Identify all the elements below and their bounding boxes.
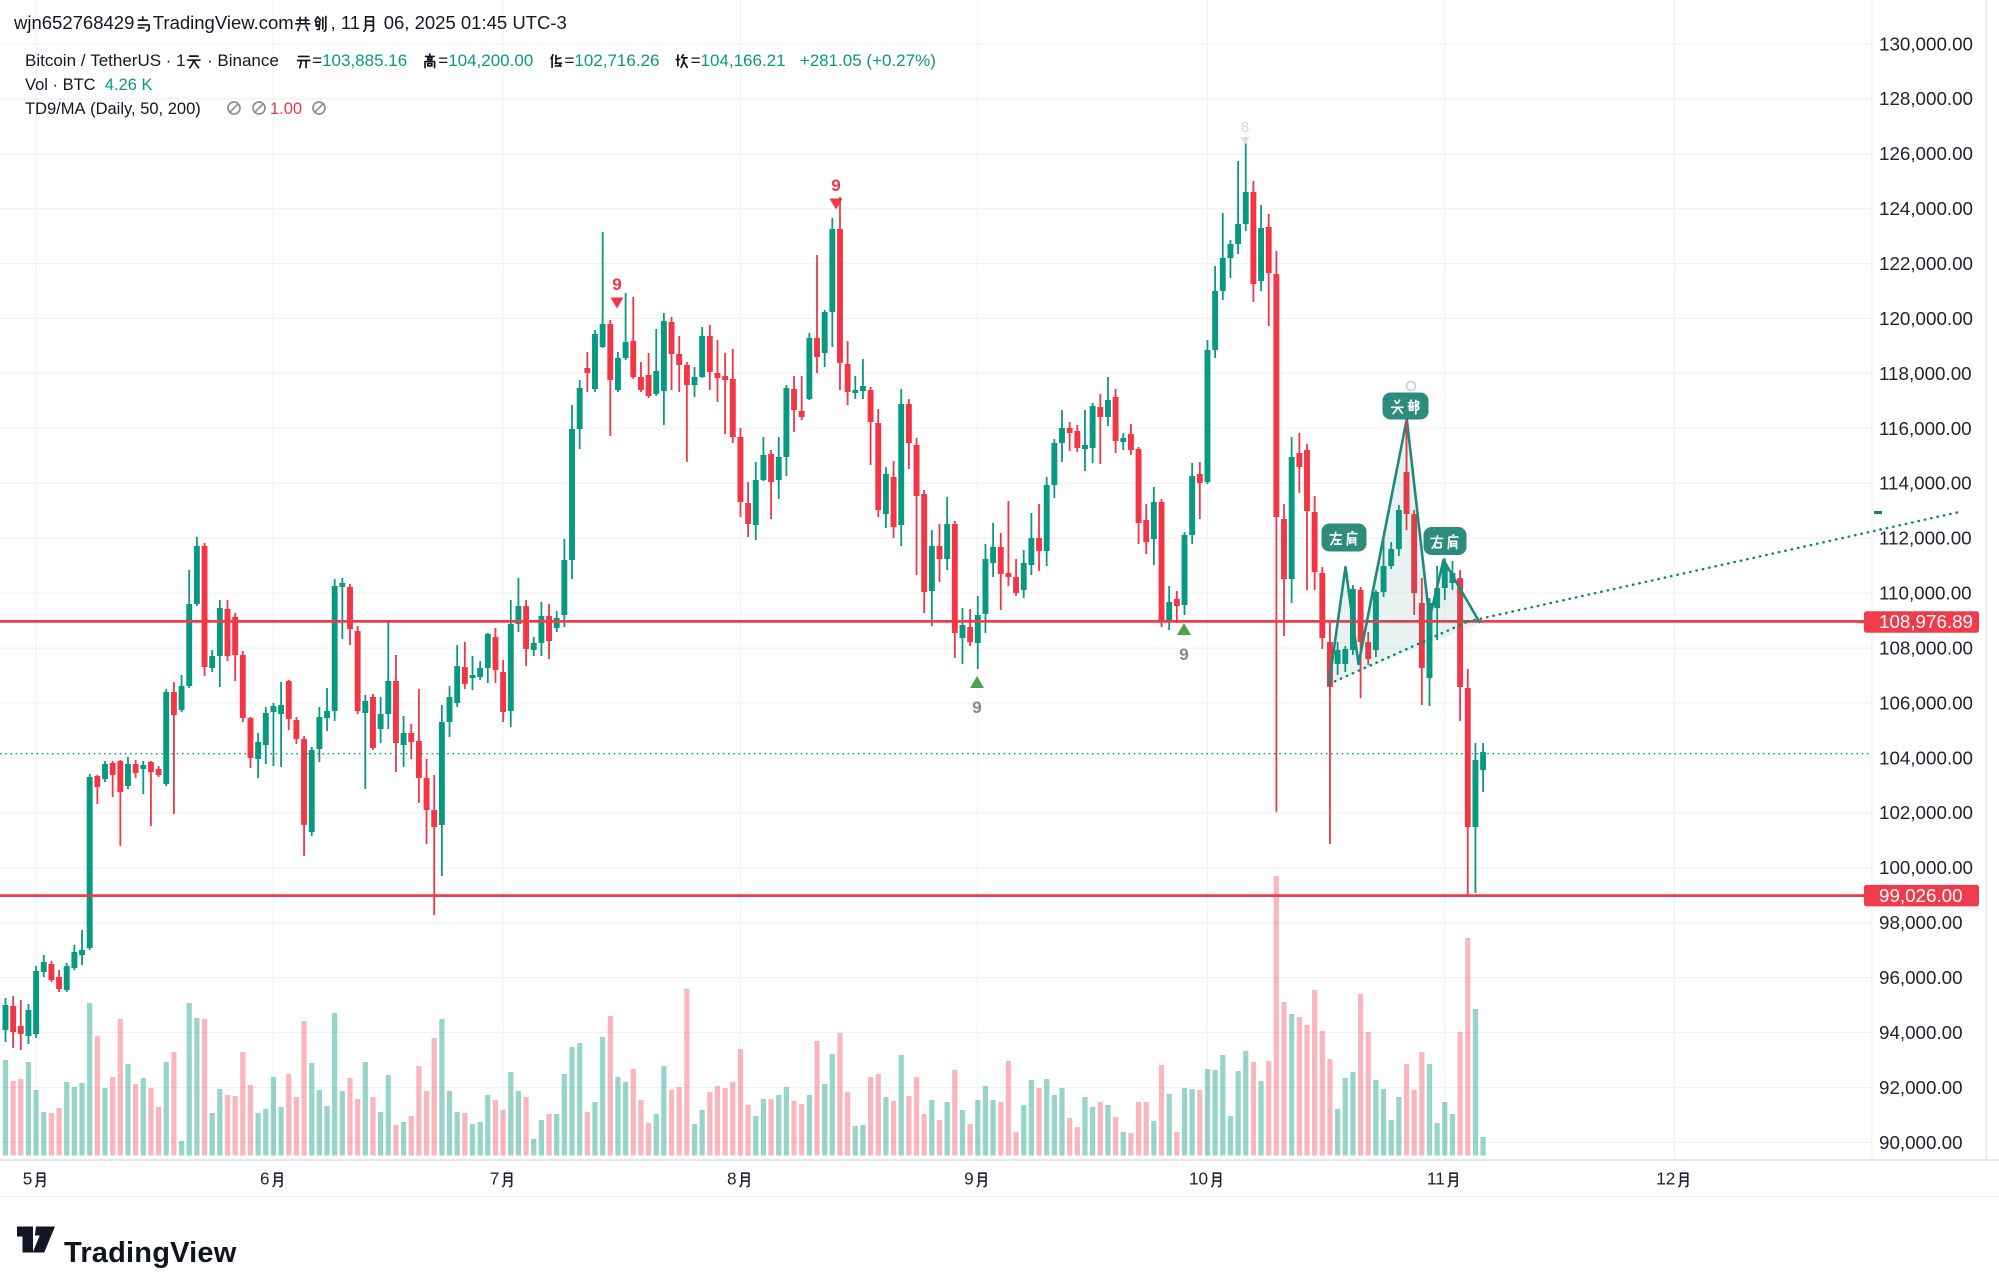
svg-text:94,000.00: 94,000.00 (1879, 1022, 1963, 1043)
svg-text:1.00: 1.00 (270, 100, 302, 118)
svg-text:Bitcoin / TetherUS · 1: Bitcoin / TetherUS · 1 (25, 51, 186, 70)
svg-text:114,000.00: 114,000.00 (1879, 473, 1972, 494)
svg-text:99,026.00: 99,026.00 (1879, 885, 1963, 906)
svg-text:=: = (691, 51, 701, 70)
svg-text:11: 11 (1427, 1169, 1445, 1189)
svg-text:06, 2025 01:45 UTC-3: 06, 2025 01:45 UTC-3 (379, 12, 567, 33)
svg-text:110,000.00: 110,000.00 (1879, 583, 1972, 604)
svg-text:+281.05 (+0.27%): +281.05 (+0.27%) (786, 51, 936, 70)
svg-text:122,000.00: 122,000.00 (1879, 253, 1973, 274)
svg-text:, 11: , 11 (331, 12, 360, 33)
svg-text:98,000.00: 98,000.00 (1879, 912, 1963, 933)
svg-text:102,716.26: 102,716.26 (574, 51, 659, 70)
svg-text:102,000.00: 102,000.00 (1879, 802, 1973, 823)
svg-text:=: = (438, 51, 448, 70)
svg-text:104,000.00: 104,000.00 (1879, 747, 1973, 768)
svg-text:106,000.00: 106,000.00 (1879, 692, 1973, 713)
svg-text:8: 8 (727, 1169, 737, 1189)
svg-text:124,000.00: 124,000.00 (1879, 198, 1973, 219)
svg-text:108,000.00: 108,000.00 (1879, 638, 1973, 659)
svg-text:104,166.21: 104,166.21 (701, 51, 786, 70)
svg-text:Vol · BTC: Vol · BTC (25, 76, 96, 94)
svg-text:TD9/MA (Daily, 50, 200): TD9/MA (Daily, 50, 200) (25, 100, 201, 118)
svg-text:=: = (565, 51, 575, 70)
svg-text:130,000.00: 130,000.00 (1879, 33, 1973, 54)
svg-text:6: 6 (260, 1169, 270, 1189)
svg-text:4.26 K: 4.26 K (96, 76, 153, 94)
svg-text:wjn652768429: wjn652768429 (13, 12, 134, 33)
svg-text:120,000.00: 120,000.00 (1879, 308, 1973, 329)
svg-text:9: 9 (831, 176, 840, 195)
svg-text:92,000.00: 92,000.00 (1879, 1077, 1963, 1098)
svg-text:103,885.16: 103,885.16 (322, 51, 407, 70)
svg-text:118,000.00: 118,000.00 (1879, 363, 1972, 384)
svg-text:108,976.89: 108,976.89 (1879, 611, 1973, 632)
svg-text:9: 9 (1179, 645, 1188, 664)
svg-text:=: = (312, 51, 322, 70)
svg-text:TradingView.com: TradingView.com (153, 12, 294, 33)
svg-text:10: 10 (1189, 1169, 1208, 1189)
svg-text:9: 9 (972, 698, 981, 717)
svg-text:9: 9 (612, 275, 621, 294)
svg-text:· Binance: · Binance (202, 51, 279, 70)
svg-text:126,000.00: 126,000.00 (1879, 143, 1973, 164)
svg-text:104,200.00: 104,200.00 (448, 51, 533, 70)
svg-text:9: 9 (964, 1169, 974, 1189)
svg-text:128,000.00: 128,000.00 (1879, 88, 1973, 109)
svg-text:7: 7 (490, 1169, 500, 1189)
svg-text:100,000.00: 100,000.00 (1879, 857, 1973, 878)
svg-text:96,000.00: 96,000.00 (1879, 967, 1963, 988)
svg-text:90,000.00: 90,000.00 (1879, 1132, 1963, 1153)
svg-text:8: 8 (1241, 119, 1249, 136)
svg-text:116,000.00: 116,000.00 (1879, 418, 1972, 439)
svg-text:12: 12 (1656, 1169, 1675, 1189)
svg-text:TradingView: TradingView (64, 1237, 237, 1269)
svg-text:5: 5 (23, 1169, 33, 1189)
svg-text:112,000.00: 112,000.00 (1879, 528, 1972, 549)
